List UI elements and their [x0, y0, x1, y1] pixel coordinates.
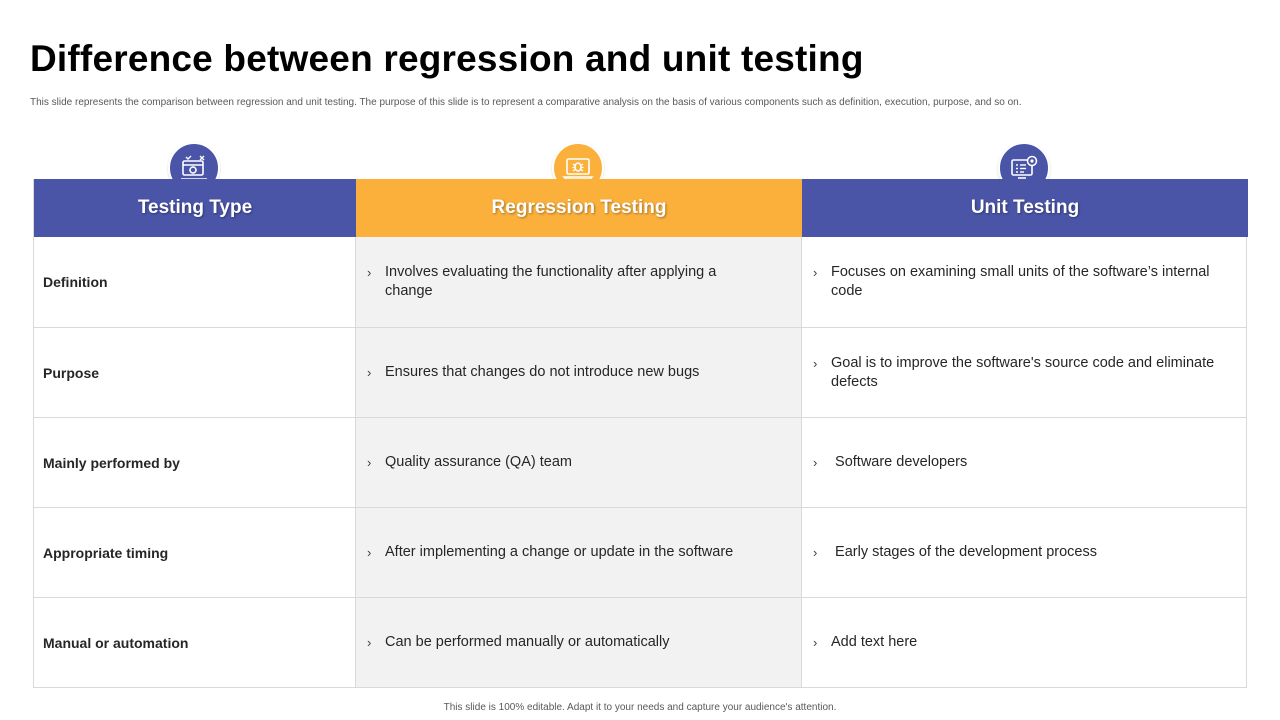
- chevron-right-icon: ›: [813, 265, 818, 280]
- regression-cell: › Involves evaluating the functionality a…: [356, 237, 802, 327]
- unit-text: Goal is to improve the software's source…: [831, 354, 1215, 390]
- regression-cell: › Ensures that changes do not introduce n…: [356, 328, 802, 417]
- row-label: Purpose: [34, 328, 356, 417]
- regression-text: Involves evaluating the functionality af…: [385, 264, 717, 299]
- chevron-right-icon: ›: [367, 455, 372, 470]
- row-label: Mainly performed by: [34, 418, 356, 507]
- unit-cell: › Software developers: [802, 418, 1246, 507]
- regression-text: Ensures that changes do not introduce ne…: [385, 364, 700, 380]
- unit-cell: › Add text here: [802, 598, 1246, 687]
- slide-title: Difference between regression and unit t…: [30, 38, 864, 79]
- header-unit-testing: Unit Testing: [802, 179, 1248, 237]
- header-regression-testing: Regression Testing: [356, 179, 802, 237]
- unit-text: Software developers: [831, 454, 968, 470]
- table-row: Purpose › Ensures that changes do not int…: [34, 327, 1246, 417]
- unit-text: Focuses on examining small units of the …: [831, 264, 1210, 299]
- regression-text: Can be performed manually or automatical…: [385, 634, 670, 650]
- comparison-table: Testing Type Regression Testing Unit Tes…: [33, 179, 1248, 688]
- chevron-right-icon: ›: [813, 355, 818, 371]
- table-row: Definition › Involves evaluating the func…: [34, 237, 1246, 327]
- unit-cell: › Focuses on examining small units of the…: [802, 237, 1246, 327]
- unit-cell: › Early stages of the development proces…: [802, 508, 1246, 597]
- chevron-right-icon: ›: [367, 265, 372, 280]
- table-header-row: Testing Type Regression Testing Unit Tes…: [34, 179, 1248, 237]
- table-row: Manual or automation › Can be performed m…: [34, 597, 1246, 687]
- chevron-right-icon: ›: [813, 545, 818, 560]
- chevron-right-icon: ›: [367, 635, 372, 650]
- regression-text: Quality assurance (QA) team: [385, 454, 572, 470]
- chevron-right-icon: ›: [367, 365, 372, 380]
- chevron-right-icon: ›: [813, 635, 818, 650]
- slide-footer: This slide is 100% editable. Adapt it to…: [443, 702, 837, 713]
- regression-cell: › Quality assurance (QA) team: [356, 418, 802, 507]
- header-testing-type: Testing Type: [34, 179, 356, 237]
- table-body: Definition › Involves evaluating the func…: [34, 237, 1246, 687]
- slide-subtitle: This slide represents the comparison bet…: [30, 97, 1022, 108]
- regression-cell: › After implementing a change or update i…: [356, 508, 802, 597]
- chevron-right-icon: ›: [813, 455, 818, 470]
- table-row: Mainly performed by › Quality assurance (…: [34, 417, 1246, 507]
- row-label: Manual or automation: [34, 598, 356, 687]
- unit-text: Early stages of the development process: [831, 544, 1097, 560]
- regression-text: After implementing a change or update in…: [385, 544, 734, 560]
- table-row: Appropriate timing › After implementing a…: [34, 507, 1246, 597]
- chevron-right-icon: ›: [367, 545, 372, 560]
- regression-cell: › Can be performed manually or automatica…: [356, 598, 802, 687]
- row-label: Appropriate timing: [34, 508, 356, 597]
- unit-text: Add text here: [831, 634, 918, 650]
- unit-cell: › Goal is to improve the software's sourc…: [802, 328, 1246, 417]
- row-label: Definition: [34, 237, 356, 327]
